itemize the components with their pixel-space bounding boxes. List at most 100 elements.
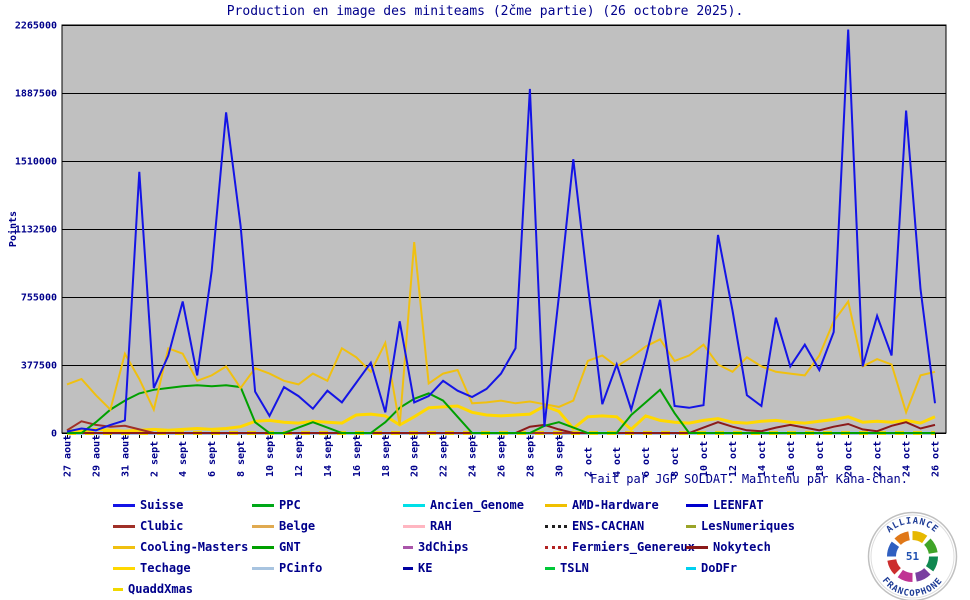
- legend-item-PCinfo: PCinfo: [252, 561, 322, 575]
- legend-swatch-3dChips: [403, 545, 413, 549]
- legend-label: Suisse: [140, 498, 184, 512]
- legend-swatch-ENS-CACHAN: [545, 524, 567, 528]
- legend-item-Techage: Techage: [113, 561, 191, 575]
- legend-swatch-AMD-Hardware: [545, 503, 567, 507]
- x-tick-label: 27 aout: [63, 435, 74, 477]
- legend-swatch-KE: [403, 566, 413, 570]
- y-tick-label: 1510000: [15, 157, 57, 168]
- legend-label: LEENFAT: [713, 498, 764, 512]
- x-tick-label: 31 aout: [120, 435, 131, 477]
- x-tick-label: 20 oct: [844, 441, 855, 477]
- legend-label: ENS-CACHAN: [572, 519, 645, 533]
- logo-outer-ring: [867, 511, 958, 600]
- legend-item-PPC: PPC: [252, 498, 301, 512]
- x-tick-label: 8 oct: [670, 447, 681, 477]
- legend-label: Clubic: [140, 519, 184, 533]
- chart-title: Production en image des miniteams (2čme …: [226, 4, 744, 19]
- legend-label: PPC: [279, 498, 301, 512]
- y-tick-label: 755000: [21, 293, 57, 304]
- series-line-Techage: [66, 404, 936, 433]
- legend-label: Ancien_Genome: [430, 498, 524, 512]
- legend-swatch-Techage: [113, 566, 135, 570]
- x-tick-label: 12 sept: [294, 435, 305, 477]
- x-tick-label: 16 sept: [352, 435, 363, 477]
- legend-item-AMD-Hardware: AMD-Hardware: [545, 498, 659, 512]
- y-tick-label: 377500: [21, 361, 57, 372]
- x-tick-label: 6 oct: [641, 447, 652, 477]
- legend-item-ENS-CACHAN: ENS-CACHAN: [545, 519, 644, 533]
- logo-dna-ring: [887, 531, 938, 582]
- x-tick-label: 18 sept: [381, 435, 392, 477]
- logo-inner-ring: [870, 514, 955, 599]
- legend-item-LesNumeriques: LesNumeriques: [686, 519, 795, 533]
- legend-label: PCinfo: [279, 561, 323, 575]
- y-tick-label: 1132500: [15, 225, 57, 236]
- legend-swatch-Ancien_Genome: [403, 503, 425, 507]
- legend-swatch-LesNumeriques: [686, 524, 696, 528]
- x-tick-label: 22 oct: [873, 441, 884, 477]
- legend-item-Fermiers_Genereux: Fermiers_Genereux: [545, 540, 695, 554]
- y-axis-title: Points: [7, 211, 19, 247]
- legend-label: QuaddXmas: [128, 582, 194, 596]
- legend-label: LesNumeriques: [701, 519, 795, 533]
- credits-text: Fait par JGP SOLDAT. Maintenu par Kana-c…: [590, 472, 908, 486]
- y-tick-label: 0: [51, 429, 57, 440]
- legend-swatch-RAH: [403, 524, 425, 528]
- legend-swatch-Fermiers_Genereux: [545, 545, 567, 549]
- x-tick-label: 12 oct: [728, 441, 739, 477]
- x-tick-label: 22 sept: [439, 435, 450, 477]
- chart-canvas: 0 377500 755000 1132500 1510000 1887500 226500…: [7, 21, 947, 477]
- legend-label: Techage: [140, 561, 191, 575]
- legend-item-Nokytech: Nokytech: [686, 540, 771, 554]
- x-tick-label: 30 sept: [554, 435, 565, 477]
- legend-label: DoDFr: [701, 561, 738, 575]
- legend-swatch-QuaddXmas: [113, 587, 123, 591]
- x-tick-label: 24 sept: [468, 435, 479, 477]
- legend-item-RAH: RAH: [403, 519, 452, 533]
- legend-swatch-PPC: [252, 503, 274, 507]
- legend-label: KE: [418, 561, 433, 575]
- series-line-Suisse: [66, 29, 936, 433]
- legend-swatch-GNT: [252, 545, 274, 549]
- series-line-GNT: [67, 384, 935, 434]
- legend-label: Nokytech: [713, 540, 771, 554]
- legend-label: GNT: [279, 540, 301, 554]
- legend-item-Clubic: Clubic: [113, 519, 183, 533]
- legend-swatch-DoDFr: [686, 566, 696, 570]
- x-tick-label: 4 oct: [612, 447, 623, 477]
- x-tick-label: 29 aout: [91, 435, 102, 477]
- legend-label: RAH: [430, 519, 452, 533]
- x-tick-label: 14 sept: [323, 435, 334, 477]
- x-tick-label: 10 oct: [699, 441, 710, 477]
- logo-center-number: 51: [906, 550, 920, 563]
- x-tick-label: 6 sept: [207, 441, 218, 477]
- legend-label: AMD-Hardware: [572, 498, 659, 512]
- legend-item-KE: KE: [403, 561, 432, 575]
- x-tick-label: 10 sept: [265, 435, 276, 477]
- legend-swatch-LEENFAT: [686, 503, 708, 507]
- legend-swatch-PCinfo: [252, 566, 274, 570]
- x-tick-label: 4 sept: [178, 441, 189, 477]
- legend-swatch-Suisse: [113, 503, 135, 507]
- x-tick-label: 8 sept: [236, 441, 247, 477]
- legend-swatch-Clubic: [113, 524, 135, 528]
- legend-item-Suisse: Suisse: [113, 498, 183, 512]
- legend-item-Ancien_Genome: Ancien_Genome: [403, 498, 524, 512]
- series-line-Cooling-Masters: [66, 241, 936, 426]
- y-tick-label: 2265000: [15, 21, 57, 32]
- legend-item-QuaddXmas: QuaddXmas: [113, 582, 193, 596]
- legend-label: Belge: [279, 519, 316, 533]
- x-tick-label: 2 sept: [149, 441, 160, 477]
- legend-item-DoDFr: DoDFr: [686, 561, 737, 575]
- x-tick-label: 24 oct: [902, 441, 913, 477]
- x-tick-label: 26 oct: [931, 441, 942, 477]
- legend-item-GNT: GNT: [252, 540, 301, 554]
- x-tick-label: 2 oct: [583, 447, 594, 477]
- legend-label: Fermiers_Genereux: [572, 540, 695, 554]
- legend-label: 3dChips: [418, 540, 469, 554]
- legend-swatch-Cooling-Masters: [113, 545, 135, 549]
- x-tick-label: 20 sept: [410, 435, 421, 477]
- legend-item-LEENFAT: LEENFAT: [686, 498, 764, 512]
- legend-item-Cooling-Masters: Cooling-Masters: [113, 540, 248, 554]
